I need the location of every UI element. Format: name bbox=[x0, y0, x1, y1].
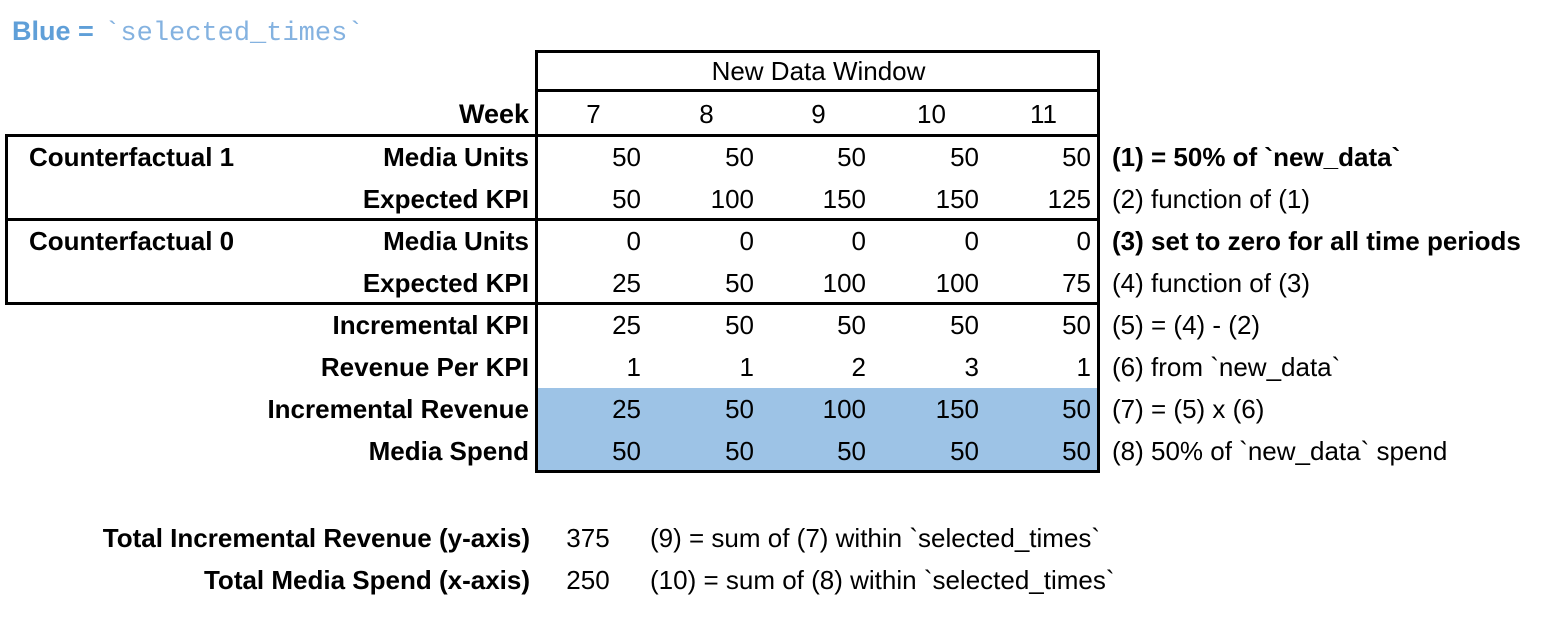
table-border bbox=[535, 50, 1100, 53]
row-annotation: (3) set to zero for all time periods bbox=[1112, 226, 1521, 256]
value-cell: 50 bbox=[837, 310, 866, 340]
value-cell-highlighted: 25 bbox=[612, 394, 641, 424]
table-border bbox=[5, 134, 1100, 137]
value-cell: 2 bbox=[851, 352, 866, 382]
value-cell-highlighted: 50 bbox=[837, 436, 866, 466]
value-cell-highlighted: 150 bbox=[935, 394, 979, 424]
value-cell: 25 bbox=[612, 268, 641, 298]
value-cell: 50 bbox=[612, 142, 641, 172]
row-label: Media Units bbox=[383, 226, 529, 256]
value-cell-highlighted: 50 bbox=[1062, 394, 1091, 424]
value-cell: 1 bbox=[1076, 352, 1091, 382]
row-label: Revenue Per KPI bbox=[320, 352, 529, 382]
value-cell: 100 bbox=[710, 184, 754, 214]
value-cell: 50 bbox=[725, 142, 754, 172]
row-annotation: (8) 50% of `new_data` spend bbox=[1112, 436, 1448, 466]
value-cell: 125 bbox=[1047, 184, 1091, 214]
value-cell: 25 bbox=[612, 310, 641, 340]
value-cell-highlighted: 50 bbox=[612, 436, 641, 466]
group-label-counterfactual-1: Counterfactual 1 bbox=[29, 142, 235, 172]
value-cell: 0 bbox=[964, 226, 979, 256]
row-label: Incremental Revenue bbox=[267, 394, 529, 424]
value-cell: 50 bbox=[612, 184, 641, 214]
total-incremental-revenue-annotation: (9) = sum of (7) within `selected_times` bbox=[650, 523, 1101, 553]
week-header-label: Week bbox=[458, 99, 529, 129]
week-number: 7 bbox=[586, 99, 601, 129]
value-cell: 0 bbox=[739, 226, 754, 256]
value-cell-highlighted: 100 bbox=[822, 394, 866, 424]
value-cell: 0 bbox=[626, 226, 641, 256]
value-cell-highlighted: 50 bbox=[725, 436, 754, 466]
value-cell: 0 bbox=[1076, 226, 1091, 256]
row-label: Media Units bbox=[383, 142, 529, 172]
row-label: Expected KPI bbox=[362, 184, 529, 214]
total-incremental-revenue-label: Total Incremental Revenue (y-axis) bbox=[102, 523, 530, 553]
value-cell: 100 bbox=[822, 268, 866, 298]
total-media-spend-value: 250 bbox=[566, 565, 610, 595]
new-data-window-header: New Data Window bbox=[711, 56, 926, 86]
value-cell: 1 bbox=[626, 352, 641, 382]
week-number: 11 bbox=[1030, 99, 1057, 129]
row-annotation: (1) = 50% of `new_data` bbox=[1112, 142, 1401, 172]
table-border bbox=[535, 50, 538, 473]
value-cell: 0 bbox=[851, 226, 866, 256]
value-cell: 50 bbox=[950, 142, 979, 172]
value-cell: 150 bbox=[822, 184, 866, 214]
value-cell-highlighted: 50 bbox=[725, 394, 754, 424]
legend-label: Blue = bbox=[12, 16, 94, 46]
group-label-counterfactual-0: Counterfactual 0 bbox=[29, 226, 235, 256]
table-border bbox=[5, 218, 1100, 221]
week-number: 8 bbox=[699, 99, 714, 129]
row-annotation: (2) function of (1) bbox=[1112, 184, 1310, 214]
table-border bbox=[535, 470, 1100, 473]
row-annotation: (6) from `new_data` bbox=[1112, 352, 1341, 382]
value-cell: 150 bbox=[935, 184, 979, 214]
value-cell: 75 bbox=[1062, 268, 1091, 298]
legend: Blue = `selected_times` bbox=[12, 16, 363, 49]
value-cell: 50 bbox=[950, 310, 979, 340]
value-cell: 50 bbox=[725, 268, 754, 298]
row-annotation: (5) = (4) - (2) bbox=[1112, 310, 1261, 340]
value-cell: 50 bbox=[1062, 310, 1091, 340]
value-cell: 50 bbox=[1062, 142, 1091, 172]
row-annotation: (7) = (5) x (6) bbox=[1112, 394, 1265, 424]
value-cell-highlighted: 50 bbox=[1062, 436, 1091, 466]
legend-code: `selected_times` bbox=[104, 19, 364, 49]
value-cell: 1 bbox=[739, 352, 754, 382]
row-annotation: (4) function of (3) bbox=[1112, 268, 1310, 298]
row-label: Incremental KPI bbox=[332, 310, 529, 340]
value-cell: 50 bbox=[837, 142, 866, 172]
table-border bbox=[1097, 50, 1100, 473]
table-border bbox=[535, 89, 1100, 92]
total-incremental-revenue-value: 375 bbox=[566, 523, 610, 553]
table-border bbox=[5, 302, 1100, 305]
total-media-spend-label: Total Media Spend (x-axis) bbox=[203, 565, 530, 595]
row-label: Media Spend bbox=[368, 436, 529, 466]
week-number: 10 bbox=[917, 99, 946, 129]
value-cell-highlighted: 50 bbox=[950, 436, 979, 466]
week-number: 9 bbox=[811, 99, 826, 129]
row-label: Expected KPI bbox=[362, 268, 529, 298]
selected-times-highlight bbox=[537, 388, 1100, 472]
value-cell: 3 bbox=[964, 352, 979, 382]
value-cell: 50 bbox=[725, 310, 754, 340]
total-media-spend-annotation: (10) = sum of (8) within `selected_times… bbox=[650, 565, 1115, 595]
value-cell: 100 bbox=[935, 268, 979, 298]
